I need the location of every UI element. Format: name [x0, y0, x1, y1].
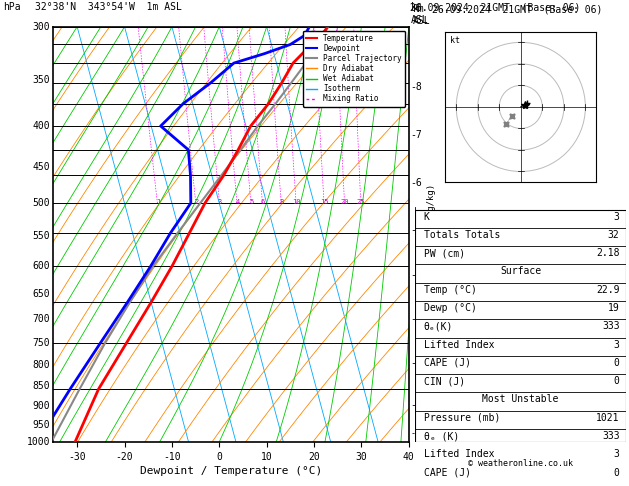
- Text: Mixing Ratio (g/kg): Mixing Ratio (g/kg): [428, 183, 437, 286]
- Text: Surface: Surface: [500, 266, 541, 277]
- X-axis label: Dewpoint / Temperature (°C): Dewpoint / Temperature (°C): [140, 466, 322, 476]
- Text: 1021: 1021: [596, 413, 620, 423]
- Text: 2: 2: [194, 199, 199, 205]
- Text: CIN (J): CIN (J): [423, 376, 465, 386]
- Text: -3: -3: [411, 314, 423, 324]
- Text: -5: -5: [411, 225, 423, 235]
- Text: CAPE (J): CAPE (J): [423, 358, 470, 368]
- Text: 700: 700: [32, 314, 50, 324]
- Text: 400: 400: [32, 121, 50, 131]
- Text: 0: 0: [614, 358, 620, 368]
- Text: 6: 6: [261, 199, 265, 205]
- Text: 450: 450: [32, 162, 50, 172]
- Text: 3: 3: [614, 450, 620, 459]
- Text: 22.9: 22.9: [596, 285, 620, 295]
- Text: 32°38'N  343°54'W  1m ASL: 32°38'N 343°54'W 1m ASL: [35, 2, 182, 13]
- Text: 3: 3: [614, 211, 620, 222]
- Text: 1000: 1000: [26, 437, 50, 447]
- Text: 600: 600: [32, 261, 50, 271]
- Text: kt: kt: [450, 36, 460, 45]
- Text: 26.09.2024  21GMT  (Base: 06): 26.09.2024 21GMT (Base: 06): [410, 2, 581, 13]
- Text: 850: 850: [32, 381, 50, 391]
- Text: Temp (°C): Temp (°C): [423, 285, 476, 295]
- Legend: Temperature, Dewpoint, Parcel Trajectory, Dry Adiabat, Wet Adiabat, Isotherm, Mi: Temperature, Dewpoint, Parcel Trajectory…: [303, 31, 405, 106]
- Text: km: km: [411, 2, 423, 13]
- Text: 26.09.2024  21GMT  (Base: 06): 26.09.2024 21GMT (Base: 06): [432, 5, 602, 15]
- Text: 2.18: 2.18: [596, 248, 620, 258]
- Text: 500: 500: [32, 198, 50, 208]
- Text: 1: 1: [156, 199, 160, 205]
- Text: Pressure (mb): Pressure (mb): [423, 413, 500, 423]
- Text: Lifted Index: Lifted Index: [423, 340, 494, 349]
- Text: PW (cm): PW (cm): [423, 248, 465, 258]
- Text: km: km: [413, 4, 425, 14]
- Text: ASL: ASL: [413, 16, 430, 26]
- Text: 20: 20: [340, 199, 349, 205]
- Text: -4: -4: [411, 270, 423, 280]
- Text: Totals Totals: Totals Totals: [423, 230, 500, 240]
- Text: Dewp (°C): Dewp (°C): [423, 303, 476, 313]
- Text: θₑ(K): θₑ(K): [423, 321, 453, 331]
- Text: 800: 800: [32, 360, 50, 370]
- Text: 10: 10: [292, 199, 301, 205]
- Text: -7: -7: [411, 130, 423, 140]
- Text: K: K: [423, 211, 430, 222]
- Text: 650: 650: [32, 289, 50, 298]
- Text: Lifted Index: Lifted Index: [423, 450, 494, 459]
- Text: 32: 32: [608, 230, 620, 240]
- Text: -8: -8: [411, 82, 423, 92]
- Text: 19: 19: [608, 303, 620, 313]
- Text: 3: 3: [614, 340, 620, 349]
- Text: 333: 333: [602, 321, 620, 331]
- Text: 15: 15: [320, 199, 329, 205]
- Text: © weatheronline.co.uk: © weatheronline.co.uk: [468, 459, 573, 468]
- Text: 3: 3: [218, 199, 222, 205]
- Bar: [415, 209, 626, 442]
- Text: 350: 350: [32, 75, 50, 85]
- Text: ASL: ASL: [411, 15, 428, 25]
- Text: 550: 550: [32, 231, 50, 241]
- Text: hPa: hPa: [3, 2, 21, 13]
- Text: 0: 0: [614, 468, 620, 478]
- Text: 4: 4: [235, 199, 240, 205]
- Text: -6: -6: [411, 178, 423, 188]
- Text: 333: 333: [602, 431, 620, 441]
- Text: CAPE (J): CAPE (J): [423, 468, 470, 478]
- Text: θₑ (K): θₑ (K): [423, 431, 459, 441]
- Text: 5: 5: [249, 199, 253, 205]
- Text: 0: 0: [614, 376, 620, 386]
- Text: 950: 950: [32, 419, 50, 430]
- Text: Most Unstable: Most Unstable: [482, 395, 559, 404]
- Text: 300: 300: [32, 22, 50, 32]
- Text: 750: 750: [32, 338, 50, 348]
- Text: -LCL: -LCL: [411, 429, 431, 438]
- Text: 8: 8: [279, 199, 284, 205]
- Text: 900: 900: [32, 401, 50, 411]
- Text: -1: -1: [411, 400, 423, 410]
- Text: -2: -2: [411, 358, 423, 368]
- Text: 25: 25: [357, 199, 365, 205]
